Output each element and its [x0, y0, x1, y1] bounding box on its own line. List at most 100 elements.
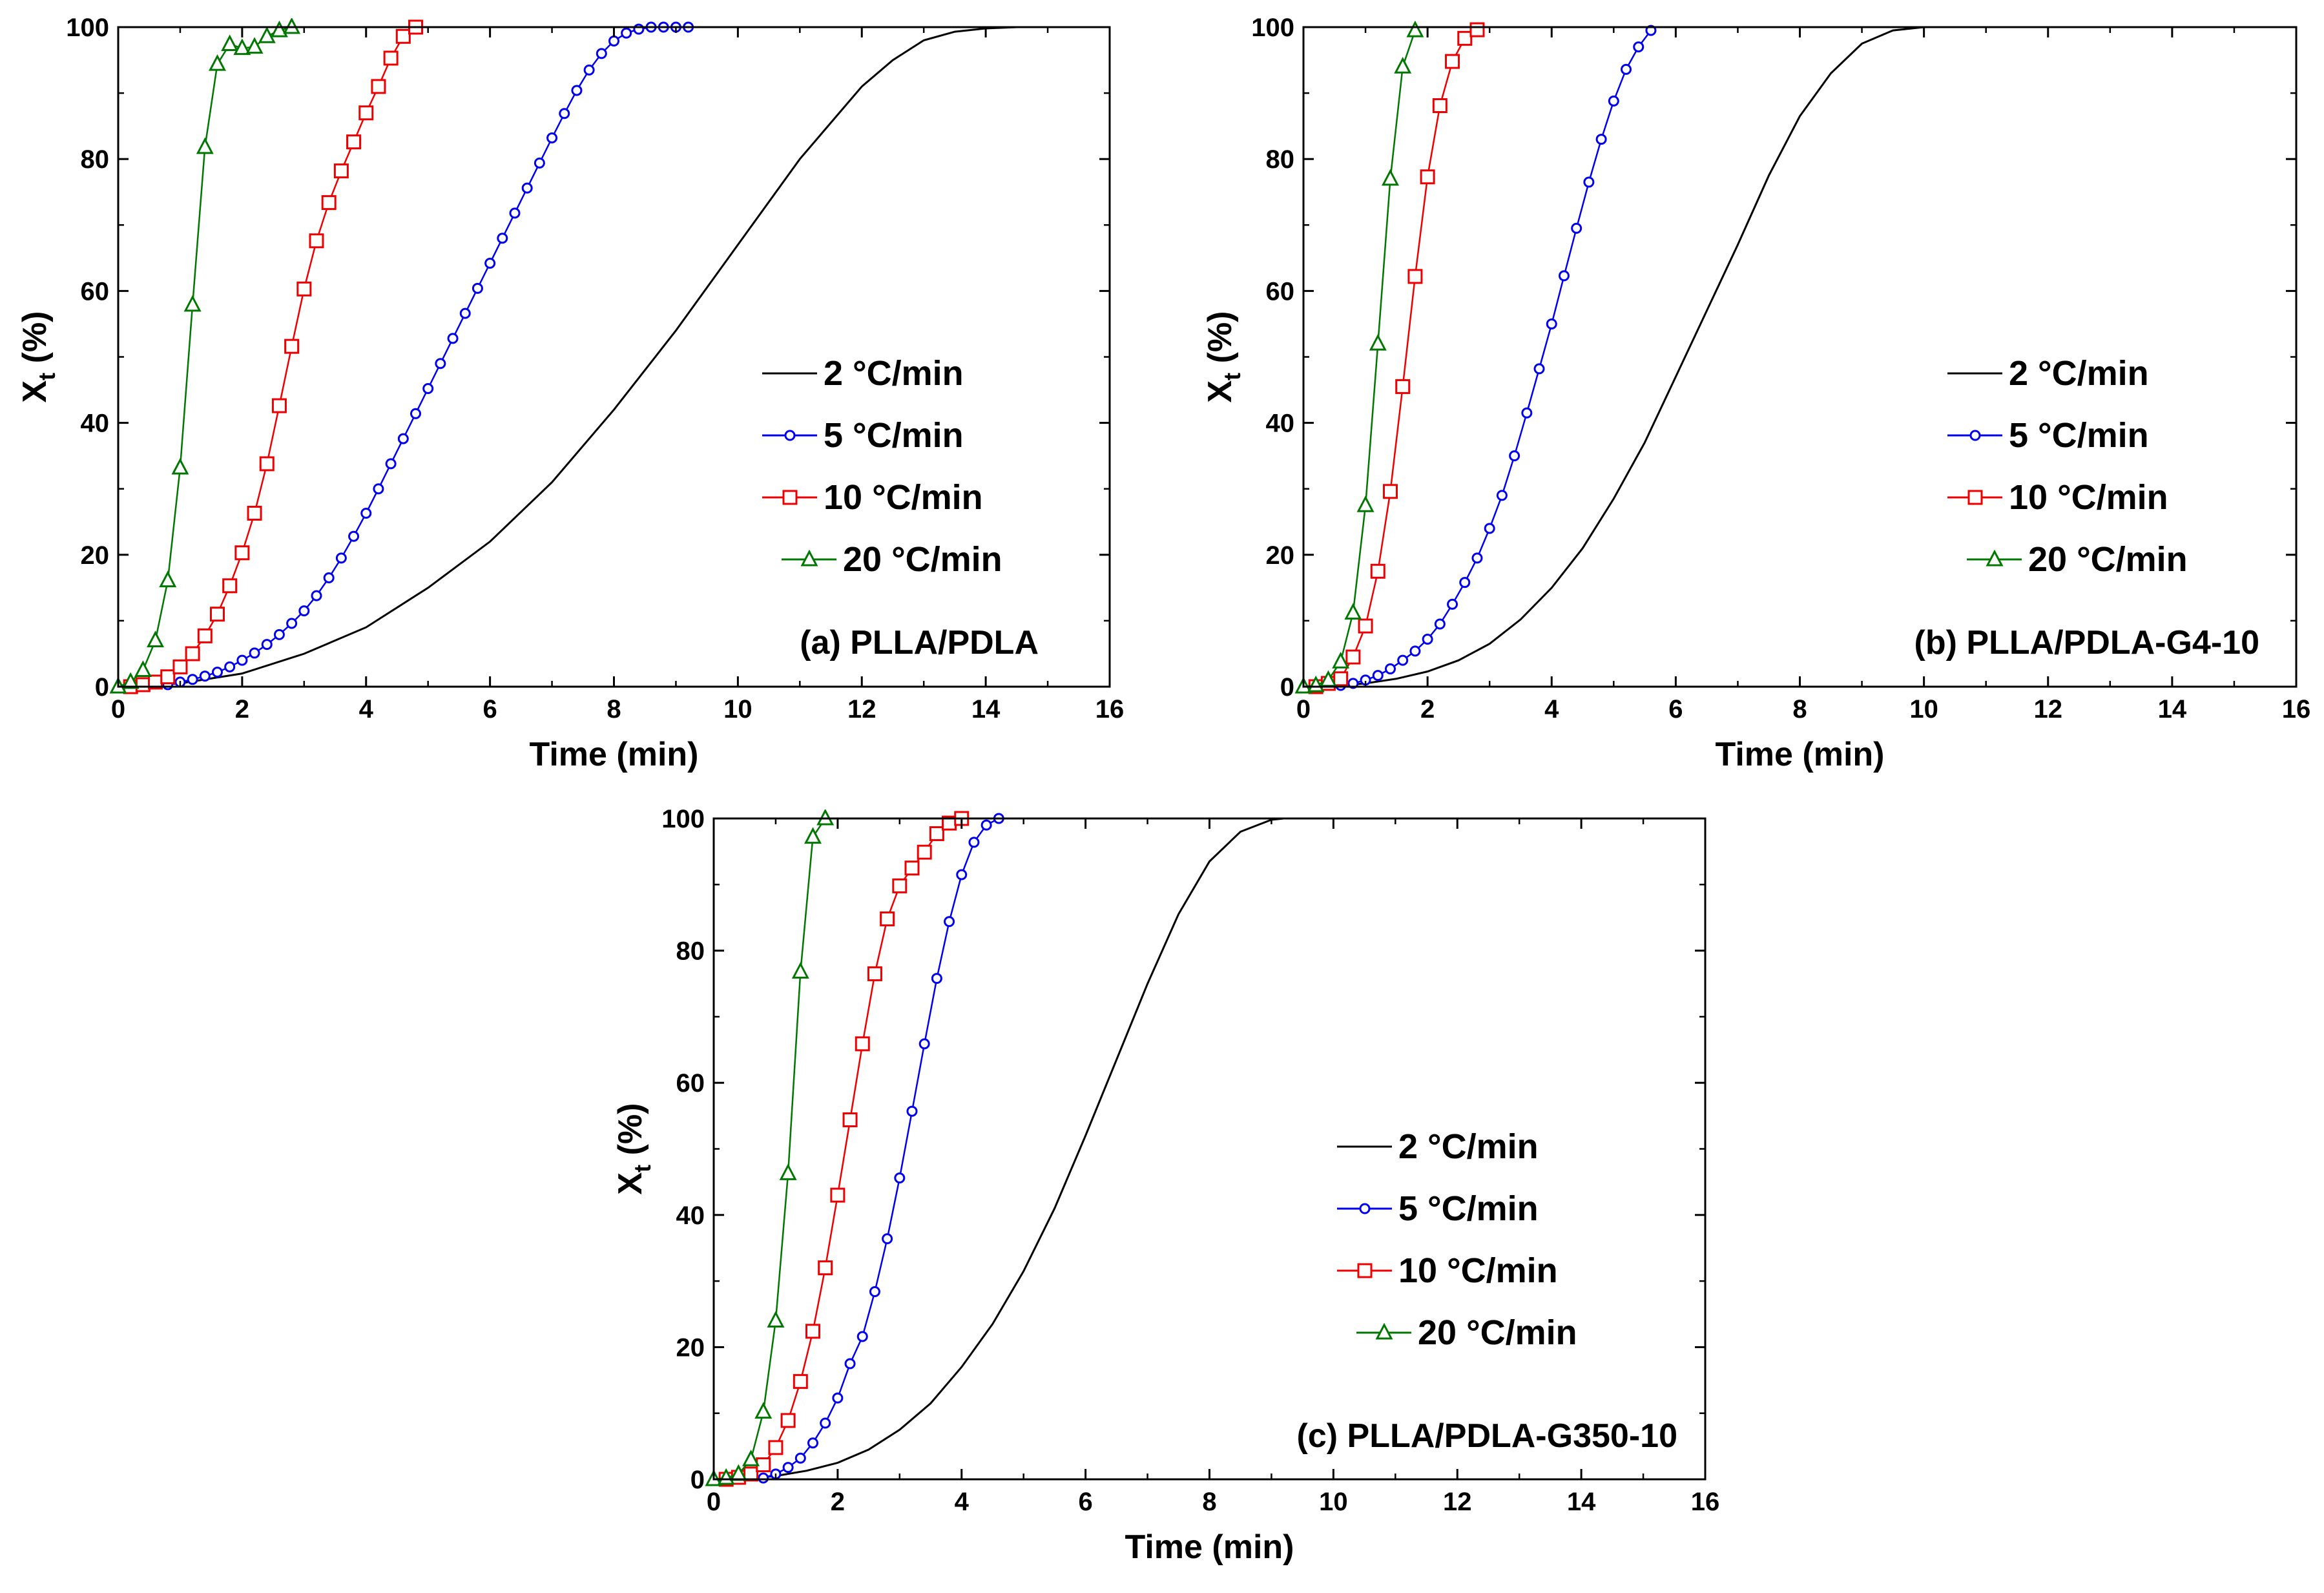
series-2-c-min [713, 817, 1284, 1481]
data-point [385, 458, 397, 470]
data-point [1406, 20, 1424, 37]
series-20-c-min [1294, 20, 1424, 694]
data-point [159, 570, 177, 588]
x-tick-label: 10 [1909, 695, 1938, 724]
data-point [906, 1105, 918, 1117]
data-point [346, 134, 362, 150]
data-point [183, 295, 202, 312]
data-point [459, 307, 471, 319]
data-point [743, 1466, 759, 1482]
data-point [247, 505, 262, 521]
data-point [546, 132, 558, 144]
data-point [830, 1187, 846, 1203]
data-point [258, 26, 276, 43]
data-point [956, 869, 968, 880]
data-point [224, 661, 236, 672]
y-axis-label-main: X [16, 380, 54, 403]
data-point [968, 837, 980, 848]
data-point [844, 1358, 856, 1369]
data-point [931, 973, 942, 984]
legend-label: 10 °C/min [2009, 478, 2168, 517]
data-point [832, 1392, 844, 1404]
data-point [1558, 270, 1570, 282]
data-point [172, 659, 188, 674]
x-tick-label: 4 [1544, 695, 1559, 724]
x-tick-label: 16 [2282, 695, 2311, 724]
legend-marker [784, 430, 796, 441]
data-point [245, 37, 264, 54]
data-point [1372, 670, 1384, 682]
data-point [717, 1468, 735, 1485]
data-point [371, 79, 386, 94]
data-point [1332, 651, 1350, 669]
data-point [210, 607, 225, 622]
x-tick-label: 14 [1567, 1488, 1596, 1516]
data-point [1370, 563, 1385, 579]
series-line [130, 26, 417, 688]
x-tick-label: 10 [723, 695, 752, 724]
data-point [197, 628, 213, 643]
series-10-c-min [123, 19, 423, 694]
data-point [768, 1440, 783, 1455]
series-line [167, 26, 689, 686]
legend-label: 2 °C/min [2009, 354, 2149, 393]
data-point [335, 552, 347, 564]
data-point [1509, 450, 1520, 462]
data-point [1384, 663, 1396, 674]
x-tick-label: 10 [1319, 1488, 1348, 1516]
x-tick-label: 2 [235, 695, 249, 724]
data-point [284, 338, 300, 354]
legend-label: 10 °C/min [1398, 1251, 1558, 1290]
data-point [333, 163, 349, 179]
data-point [358, 105, 374, 121]
data-point [296, 281, 312, 297]
x-tick-label: 8 [1792, 695, 1807, 724]
data-point [199, 671, 211, 682]
data-point [373, 483, 384, 495]
data-point [185, 646, 200, 661]
data-point [1422, 633, 1433, 645]
data-point [1345, 649, 1361, 665]
data-point [918, 1038, 930, 1050]
data-point [311, 590, 322, 601]
series-line [1340, 30, 1652, 687]
data-point [435, 358, 446, 370]
data-point [1397, 654, 1409, 666]
data-point [309, 233, 324, 249]
data-point [621, 27, 632, 39]
data-point [323, 572, 335, 584]
data-point [209, 54, 226, 71]
data-point [497, 233, 508, 244]
x-tick-label: 6 [1668, 695, 1683, 724]
y-axis-label: Xt (%) [612, 1103, 656, 1194]
data-point [754, 1402, 773, 1419]
x-axis-label: Time (min) [1125, 1528, 1294, 1566]
y-axis-label-main: X [612, 1172, 649, 1195]
x-axis-label: Time (min) [1716, 736, 1885, 773]
data-point [944, 916, 955, 928]
panel-b: 0 2 4 6 8 10 12 14 16 0 20 40 60 80 100 Time (min) Xt (%… [1201, 14, 2310, 773]
y-tick-label: 0 [690, 1466, 705, 1494]
data-point [791, 962, 809, 979]
data-point [321, 195, 337, 211]
data-point [1409, 645, 1421, 657]
data-point [1645, 25, 1657, 36]
data-point [447, 333, 459, 344]
y-axis-label-sub: t [629, 1165, 656, 1172]
data-point [842, 1112, 858, 1127]
x-tick-label: 2 [831, 1488, 845, 1516]
data-point [1583, 176, 1595, 188]
y-tick-label: 60 [1266, 277, 1295, 306]
data-point [233, 38, 251, 56]
data-point [271, 398, 287, 413]
y-tick-label: 60 [676, 1069, 705, 1098]
y-tick-label: 60 [81, 277, 110, 306]
legend-marker [1375, 1322, 1393, 1340]
y-axis-label-sub: t [1219, 373, 1245, 380]
legend-label: 20 °C/min [843, 540, 1002, 579]
data-point [1521, 407, 1533, 419]
y-tick-label: 0 [1280, 673, 1294, 702]
data-point [929, 826, 944, 842]
data-point [1457, 30, 1473, 46]
y-axis-label-main: X [1201, 380, 1239, 403]
